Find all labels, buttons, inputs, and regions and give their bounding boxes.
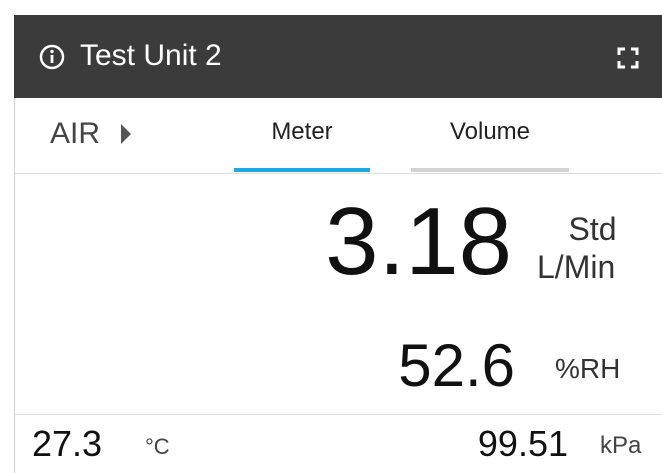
humidity-unit: %RH [555, 353, 621, 384]
humidity-value: 52.6 [398, 332, 515, 399]
divider [15, 173, 662, 174]
pressure-value: 99.51 [477, 423, 568, 464]
mode-arrow[interactable] [120, 123, 132, 145]
info-icon[interactable] [37, 42, 67, 72]
header [14, 15, 662, 98]
divider [15, 414, 662, 415]
flow-value: 3.18 [325, 188, 512, 295]
tab-indicator [411, 168, 569, 172]
temperature-value: 27.3 [32, 423, 103, 464]
flow-unit: L/Min [537, 249, 616, 285]
temperature-unit: °C [145, 434, 170, 459]
tab[interactable]: Volume [449, 118, 531, 145]
card [14, 15, 662, 473]
tab-indicator [234, 168, 370, 172]
fullscreen-icon[interactable] [616, 46, 640, 70]
header-title: Test Unit 2 [80, 39, 222, 72]
flow-unit: Std [568, 211, 617, 247]
mode-label[interactable]: AIR [50, 117, 101, 150]
tab[interactable]: Meter [271, 118, 333, 145]
pressure-unit: kPa [600, 432, 642, 459]
